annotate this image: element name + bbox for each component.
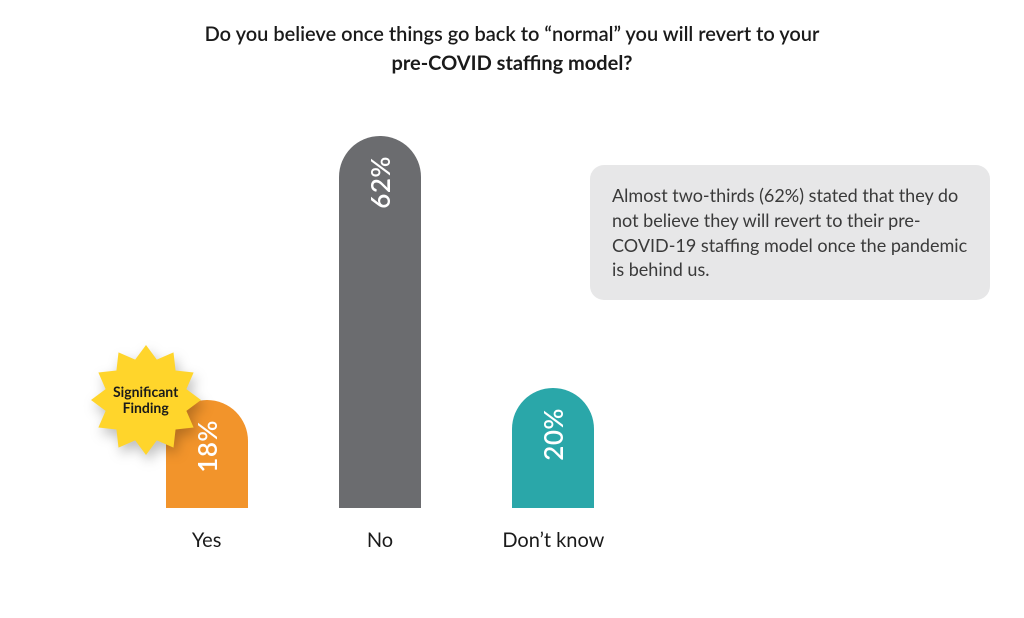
bar-slot: 62%No <box>293 136 466 508</box>
significant-finding-badge: SignificantFinding <box>91 345 201 455</box>
bar-slot: 18%SignificantFindingYes <box>120 400 293 508</box>
chart-title-line2: pre-COVID staffing model? <box>392 51 633 75</box>
bar: 62% <box>339 136 421 508</box>
badge-text: SignificantFinding <box>91 345 201 455</box>
bar-chart: 18%SignificantFindingYes62%No20%Don’t kn… <box>120 128 640 558</box>
chart-title-line1: Do you believe once things go back to “n… <box>205 22 820 46</box>
bar-value-label: 20% <box>537 408 569 461</box>
chart-title: Do you believe once things go back to “n… <box>0 20 1024 78</box>
bar-slot: 20%Don’t know <box>467 388 640 508</box>
bar-value-label: 62% <box>364 156 396 209</box>
callout-text: Almost two-thirds (62%) stated that they… <box>612 184 967 280</box>
bar: 20% <box>512 388 594 508</box>
bar: 18%SignificantFinding <box>166 400 248 508</box>
bar-category-label: Don’t know <box>380 528 727 552</box>
callout-box: Almost two-thirds (62%) stated that they… <box>590 165 990 300</box>
